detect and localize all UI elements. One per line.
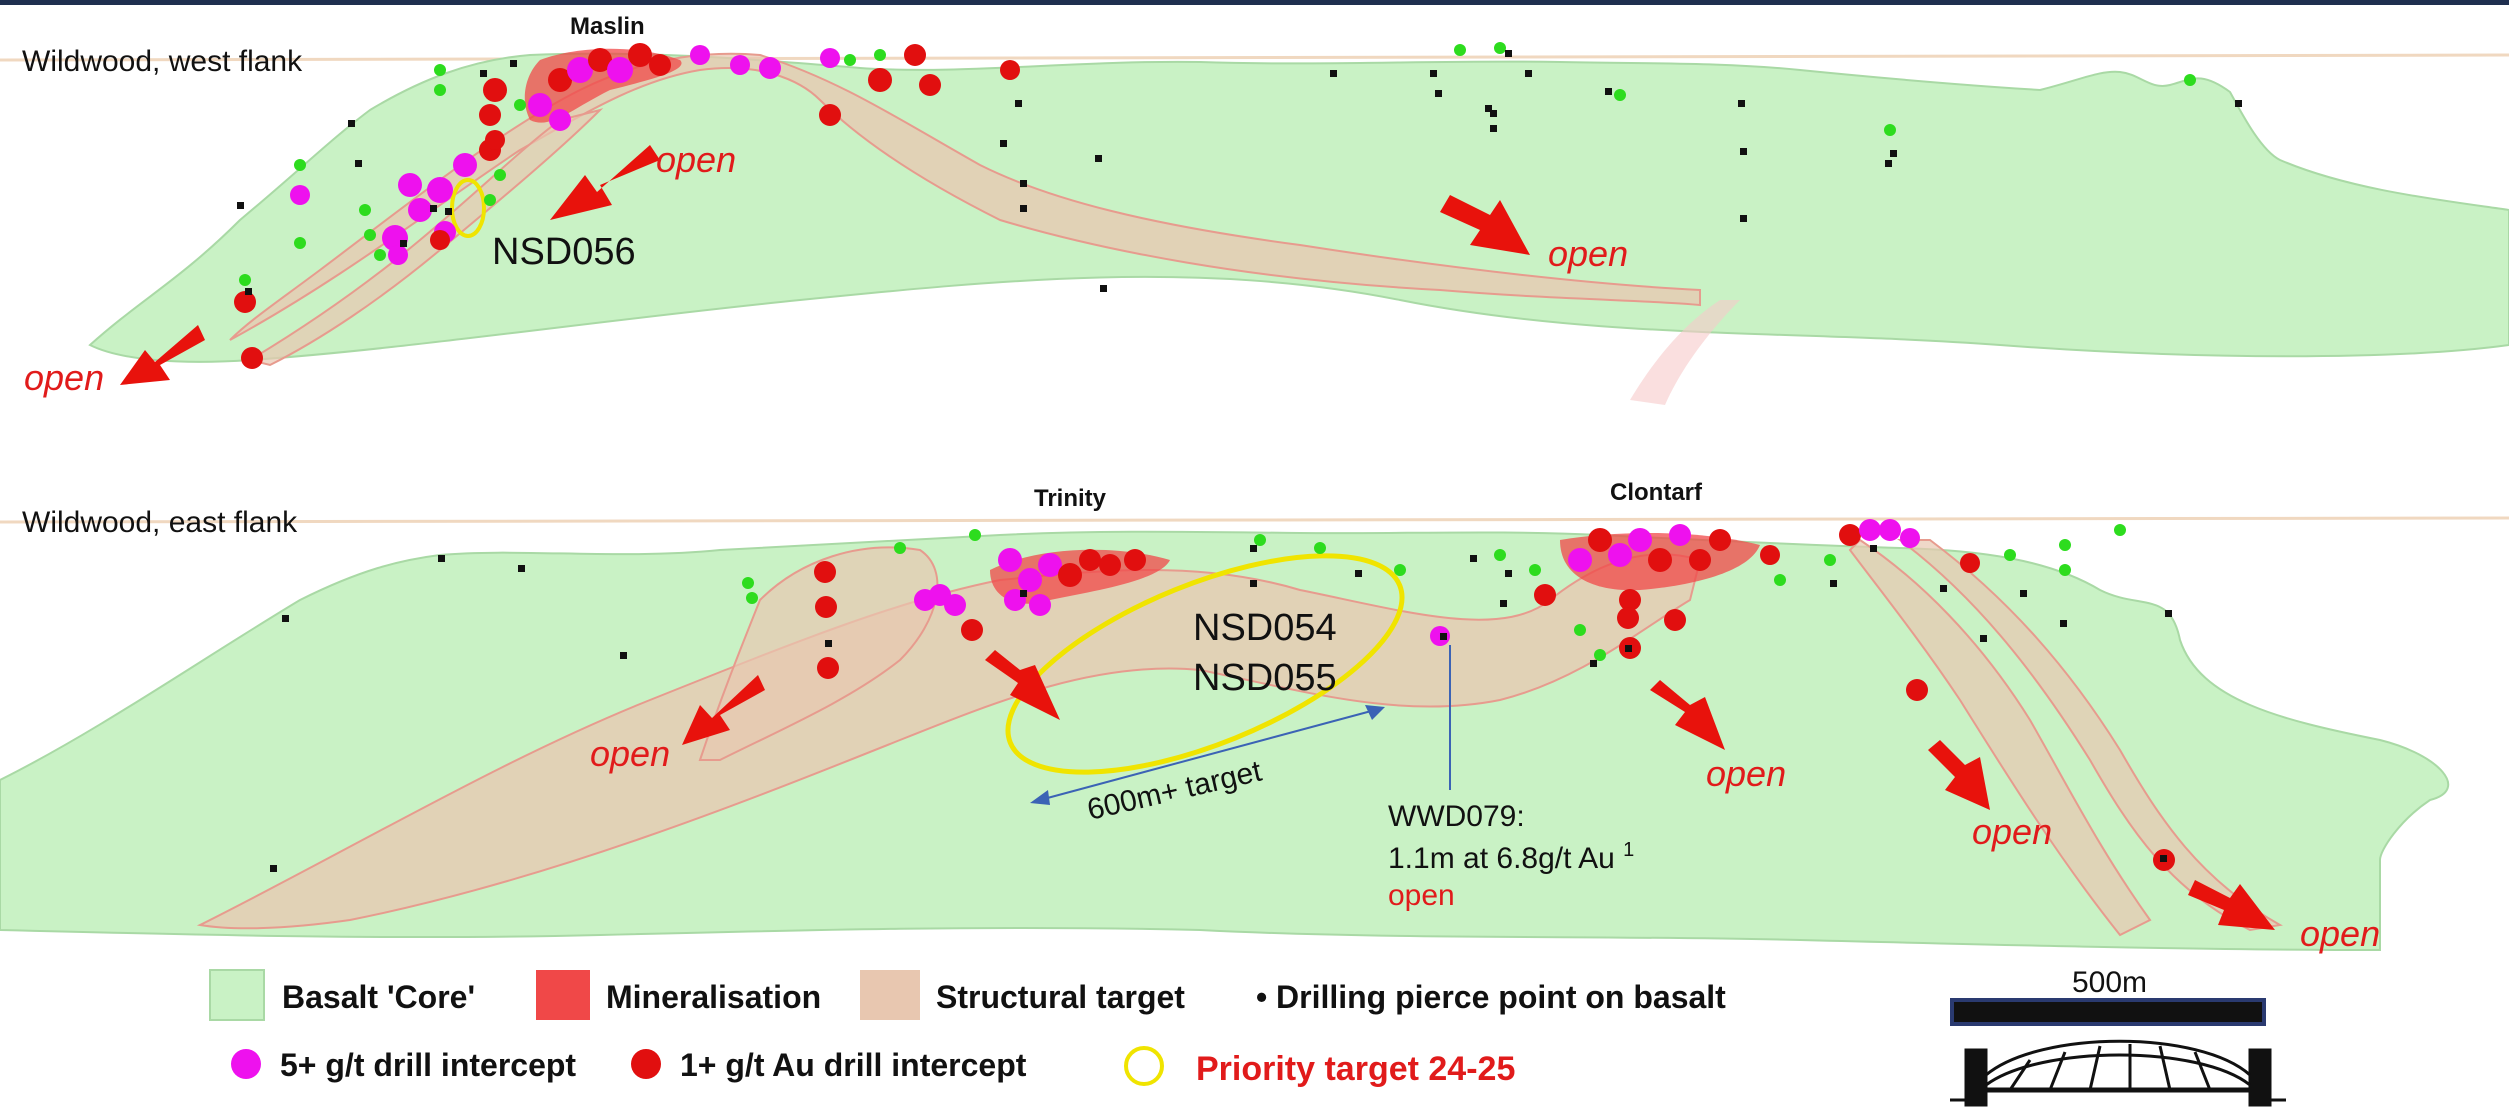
nsd054-label: NSD054: [1193, 607, 1337, 649]
west-open-arrow-2: [1440, 195, 1530, 255]
wwd079-line-1: WWD079:: [1388, 800, 1525, 833]
target-length-arrow: [1039, 709, 1376, 801]
east-open-label-4: open: [2300, 913, 2380, 954]
east-drill-points: [270, 545, 2172, 872]
wwd079-open: open: [1388, 879, 1455, 912]
east-open-arrow-4: [1928, 740, 1990, 810]
east-intercepts: [814, 519, 2175, 871]
legend-drilling-bullet: •: [1256, 979, 1267, 1015]
header-bar: [0, 0, 2509, 5]
legend-drilling-label: Drilling pierce point on basalt: [1276, 979, 1726, 1015]
legend-high-grade-label: 5+ g/t drill intercept: [280, 1047, 576, 1083]
maslin-label: Maslin: [570, 13, 645, 40]
west-open-label-1: open: [656, 139, 736, 180]
legend-priority-swatch: [1124, 1046, 1164, 1086]
east-green-points: [742, 524, 2126, 661]
legend-low-grade-label: 1+ g/t Au drill intercept: [680, 1047, 1027, 1083]
nsd055-label: NSD055: [1193, 657, 1337, 699]
east-open-label-3: open: [1972, 811, 2052, 852]
nsd054-nsd055-priority-oval: [1005, 553, 1405, 775]
maslin-mineralisation: [524, 48, 682, 123]
east-horizon-line: [0, 516, 2509, 524]
wwd079-footnote: 1: [1623, 839, 1634, 861]
west-open-arrow-1: [550, 145, 660, 220]
west-deep-structure: [1630, 300, 1740, 405]
scale-bar: 500m: [1950, 966, 2266, 1026]
wwd079-result: 1.1m at 6.8g/t Au: [1388, 842, 1623, 875]
east-open-label-1: open: [590, 733, 670, 774]
legend-low-grade-swatch: [631, 1049, 661, 1079]
legend-mineralisation-label: Mineralisation: [606, 979, 821, 1015]
legend-structural-swatch: [860, 970, 920, 1020]
east-open-arrow-2: [985, 650, 1060, 720]
east-open-arrow-1: [682, 675, 765, 745]
west-section: [0, 42, 2509, 405]
scale-bar-rect: [1950, 998, 2266, 1026]
target-arrow-head-left: [1030, 790, 1050, 805]
east-open-arrow-3: [1650, 680, 1725, 750]
east-section: [0, 516, 2509, 952]
east-open-label-2: open: [1706, 753, 1786, 794]
legend-basalt-label: Basalt 'Core': [282, 979, 475, 1015]
legend-high-grade-swatch: [231, 1049, 261, 1079]
legend-structural-label: Structural target: [936, 979, 1185, 1015]
scale-bar-label: 500m: [2072, 966, 2147, 999]
east-structural-band-3: [1848, 538, 2152, 937]
legend-basalt-swatch: [209, 969, 265, 1021]
east-structural-band-2: [698, 546, 939, 761]
west-section-title: Wildwood, west flank: [22, 45, 303, 78]
west-open-arrow-3: [120, 325, 205, 385]
east-section-title: Wildwood, east flank: [22, 506, 298, 539]
nsd056-label: NSD056: [492, 231, 636, 273]
legend-priority-label: Priority target 24-25: [1196, 1050, 1515, 1088]
west-green-points: [239, 42, 2196, 286]
west-open-label-2: open: [1548, 233, 1628, 274]
west-drill-points: [237, 50, 2242, 295]
east-open-arrow-5: [2188, 880, 2275, 930]
target-arrow-head-right: [1365, 705, 1385, 720]
west-structural-band-2: [247, 108, 604, 367]
west-horizon-line: [0, 53, 2509, 62]
legend: Basalt 'Core' Mineralisation Structural …: [209, 969, 1726, 1088]
clontarf-label: Clontarf: [1610, 479, 1703, 506]
wwd079-line-2: WWD079:1.1m at 6.8g/t Au 1: [1388, 839, 1634, 875]
west-open-label-3: open: [24, 357, 104, 398]
trinity-label: Trinity: [1034, 485, 1107, 512]
legend-mineralisation-swatch: [536, 970, 590, 1020]
west-intercepts: [234, 43, 1020, 369]
bridge-logo: [1950, 1039, 2286, 1107]
